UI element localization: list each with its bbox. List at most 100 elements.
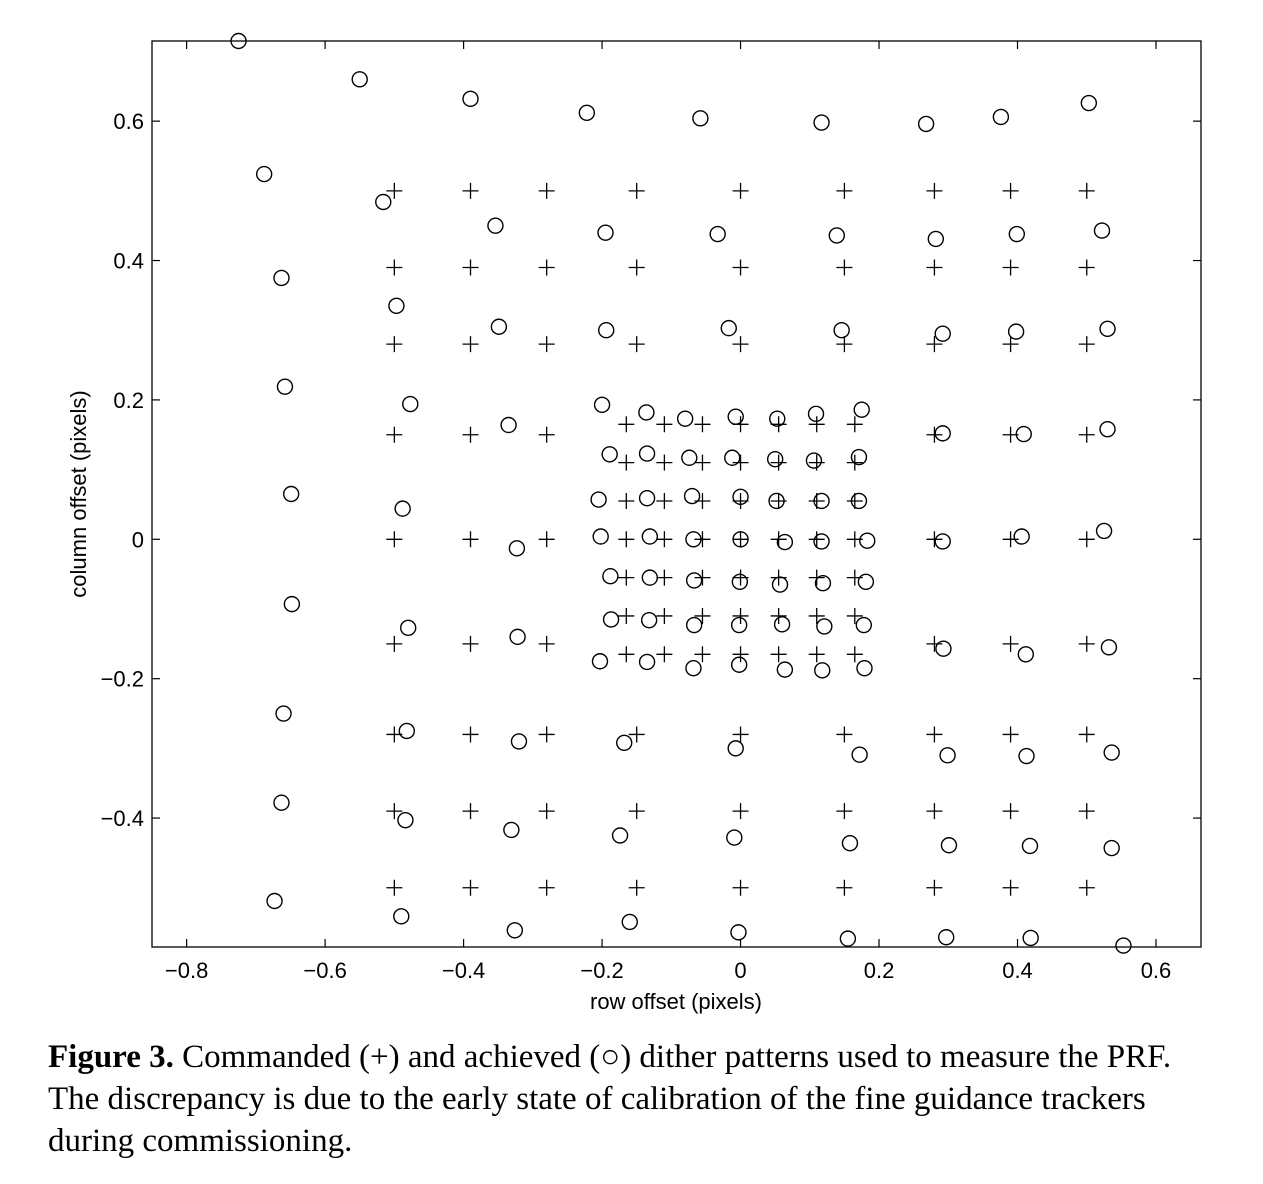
y-axis-title: column offset (pixels) — [66, 390, 91, 597]
x-tick-label: 0 — [734, 958, 746, 983]
commanded-point — [846, 416, 863, 433]
commanded-point — [732, 726, 749, 743]
achieved-point — [773, 616, 791, 633]
commanded-point — [386, 336, 403, 353]
commanded-point — [1078, 635, 1095, 652]
achieved-point — [394, 500, 411, 517]
commanded-point — [836, 182, 853, 199]
scatter-chart: −0.8 −0.6 −0.4 −0.2 0 0.2 0.4 0.6 −0.4 −0.2 0 0.2 0.… — [66, 32, 1202, 1014]
achieved-point — [685, 660, 702, 677]
achieved-point — [273, 794, 290, 811]
commanded-point — [656, 492, 673, 509]
commanded-point — [538, 635, 555, 652]
achieved-point — [683, 487, 701, 505]
achieved-point — [638, 653, 656, 671]
figure-caption: Figure 3. Commanded (+) and achieved (○)… — [48, 1036, 1228, 1162]
axis-ticks: −0.8 −0.6 −0.4 −0.2 0 0.2 0.4 0.6 −0.4 −0.2 0 0.2 0.… — [101, 41, 1201, 983]
achieved-point — [814, 662, 831, 679]
commanded-point — [656, 416, 673, 433]
commanded-point — [1002, 531, 1019, 548]
commanded-point — [732, 259, 749, 276]
achieved-point — [1008, 225, 1026, 243]
commanded-point — [732, 879, 749, 896]
achieved-point — [676, 410, 694, 427]
commanded-point — [926, 635, 943, 652]
commanded-point — [386, 182, 403, 199]
achieved-point — [813, 114, 830, 131]
achieved-point — [578, 104, 596, 121]
achieved-point — [375, 193, 392, 211]
achieved-point — [768, 492, 785, 510]
y-tick-label: 0.6 — [113, 109, 144, 134]
achieved-point — [937, 929, 955, 946]
achieved-point — [727, 408, 744, 425]
achieved-point — [813, 533, 830, 550]
achieved-point — [769, 410, 786, 427]
achieved-point — [590, 491, 607, 508]
x-tick-label: −0.6 — [303, 958, 346, 983]
commanded-point — [732, 646, 749, 663]
commanded-point — [628, 803, 645, 820]
achieved-point — [283, 595, 301, 613]
commanded-point — [386, 531, 403, 548]
achieved-point — [856, 660, 873, 677]
caption-text: Commanded (+) and achieved (○) dither pa… — [48, 1039, 1172, 1159]
achieved-point — [638, 404, 655, 421]
achieved-point — [616, 734, 633, 752]
commanded-point — [1002, 336, 1019, 353]
achieved-point — [510, 733, 528, 750]
achieved-point — [509, 628, 526, 646]
achieved-point — [398, 722, 416, 740]
commanded-point — [386, 426, 403, 443]
y-tick-label: −0.2 — [101, 667, 144, 692]
x-tick-label: 0.6 — [1141, 958, 1172, 983]
commanded-point — [618, 531, 635, 548]
x-tick-label: −0.4 — [442, 958, 485, 983]
commanded-point — [656, 531, 673, 548]
commanded-point — [462, 259, 479, 276]
achieved-point — [730, 616, 748, 634]
achieved-point — [828, 227, 845, 244]
achieved-point — [813, 492, 830, 510]
x-tick-label: 0.4 — [1002, 958, 1033, 983]
x-axis-title: row offset (pixels) — [590, 989, 762, 1014]
commanded-point — [1078, 726, 1095, 743]
commanded-point — [1002, 879, 1019, 896]
commanded-point — [926, 336, 943, 353]
achieved-point — [388, 297, 405, 315]
achieved-point — [1100, 639, 1118, 656]
achieved-point — [1115, 937, 1132, 954]
commanded-point — [462, 336, 479, 353]
achieved-point — [850, 492, 868, 510]
achieved-point — [1103, 744, 1120, 761]
achieved-point — [940, 837, 958, 854]
commanded-point — [1002, 259, 1019, 276]
commanded-point — [538, 182, 555, 199]
achieved-point — [730, 656, 748, 673]
achieved-point — [685, 531, 702, 548]
commanded-series — [386, 182, 1095, 896]
achieved-point — [1018, 747, 1035, 765]
commanded-point — [836, 879, 853, 896]
achieved-point — [641, 569, 659, 586]
achieved-point — [402, 395, 419, 413]
commanded-point — [836, 803, 853, 820]
commanded-point — [732, 454, 749, 471]
achieved-point — [503, 821, 520, 839]
x-tick-label: −0.2 — [580, 958, 623, 983]
achieved-point — [681, 449, 698, 466]
commanded-point — [694, 454, 711, 471]
commanded-point — [618, 416, 635, 433]
commanded-point — [462, 531, 479, 548]
achieved-point — [692, 110, 709, 127]
chart-marks — [230, 32, 1132, 954]
achieved-point — [720, 319, 737, 337]
commanded-point — [694, 416, 711, 433]
commanded-point — [1078, 803, 1095, 820]
achieved-point — [939, 747, 956, 764]
achieved-point — [255, 165, 273, 183]
achieved-point — [841, 834, 859, 852]
achieved-point — [992, 108, 1010, 126]
commanded-point — [926, 726, 943, 743]
achieved-point — [850, 448, 868, 466]
